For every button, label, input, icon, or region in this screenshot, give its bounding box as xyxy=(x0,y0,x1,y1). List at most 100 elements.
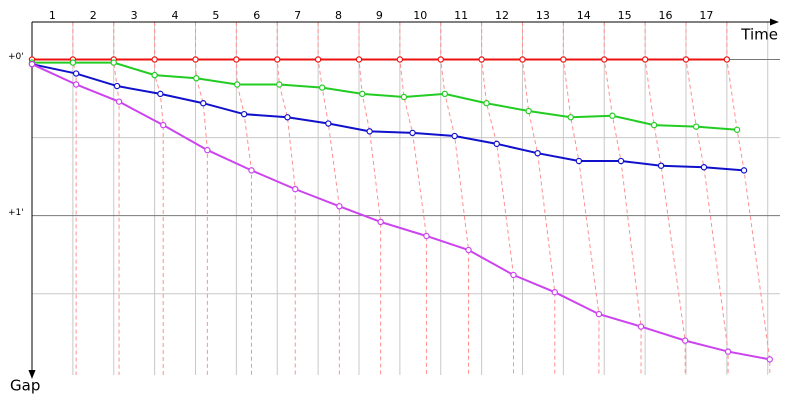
data-point xyxy=(409,129,416,137)
series-line xyxy=(31,63,770,361)
lap-connector xyxy=(521,22,556,375)
lap-connector xyxy=(481,22,514,375)
data-point xyxy=(233,81,241,88)
x-tick-label: 3 xyxy=(131,9,138,22)
data-point xyxy=(377,218,384,226)
data-point xyxy=(637,323,645,330)
x-tick-label: 9 xyxy=(376,9,383,22)
y-axis-label: Gap xyxy=(10,377,40,395)
lap-connector xyxy=(603,22,642,375)
data-point xyxy=(525,107,532,115)
data-point xyxy=(609,112,616,119)
data-point xyxy=(28,60,36,68)
data-point xyxy=(276,81,283,88)
data-point xyxy=(336,203,343,210)
data-point xyxy=(110,59,117,66)
data-point xyxy=(192,56,199,63)
lap-connector xyxy=(72,22,77,375)
lap-connector xyxy=(644,22,686,375)
x-tick-label: 17 xyxy=(699,9,713,22)
data-point xyxy=(72,81,80,88)
x-tick-label: 14 xyxy=(577,9,591,22)
data-point xyxy=(641,56,649,63)
x-tick-label: 1 xyxy=(49,9,56,22)
data-point xyxy=(682,56,690,63)
data-point xyxy=(233,56,240,63)
data-point xyxy=(157,90,164,98)
data-point xyxy=(483,100,490,107)
lap-connector xyxy=(194,22,208,375)
data-point xyxy=(740,167,748,174)
x-tick-label: 10 xyxy=(413,9,427,22)
data-point xyxy=(72,70,80,77)
lap-connector xyxy=(154,22,164,375)
lap-connector xyxy=(685,22,729,375)
data-point xyxy=(115,98,123,105)
data-point xyxy=(248,167,255,174)
data-point xyxy=(240,110,248,118)
data-point xyxy=(733,126,741,133)
lap-connector xyxy=(726,22,771,375)
lap-connector xyxy=(317,22,340,375)
data-point xyxy=(724,348,732,355)
data-point xyxy=(113,82,121,90)
data-point xyxy=(319,84,326,91)
data-point xyxy=(200,100,207,107)
data-point xyxy=(193,75,200,82)
lap-connector xyxy=(113,22,120,375)
series-line xyxy=(32,61,738,131)
data-point xyxy=(441,90,449,98)
lap-connector xyxy=(440,22,470,375)
data-point xyxy=(400,93,408,101)
data-point xyxy=(650,121,658,129)
series-line xyxy=(31,63,745,172)
data-point xyxy=(314,56,322,63)
y-tick-label: +0' xyxy=(8,52,24,62)
x-tick-label: 7 xyxy=(294,9,301,22)
x-tick-label: 6 xyxy=(253,9,260,22)
data-point xyxy=(160,121,167,129)
data-point xyxy=(478,56,485,63)
lap-connector xyxy=(562,22,600,375)
y-tick-label: +1' xyxy=(8,208,24,218)
data-point xyxy=(534,150,541,157)
x-tick-label: 4 xyxy=(172,9,179,22)
data-point xyxy=(723,56,731,63)
data-point xyxy=(617,157,625,165)
x-tick-label: 5 xyxy=(212,9,219,22)
data-point xyxy=(151,56,158,63)
x-tick-label: 2 xyxy=(90,9,97,22)
x-tick-label: 15 xyxy=(618,9,632,22)
x-tick-label: 16 xyxy=(659,9,673,22)
lap-connector xyxy=(235,22,252,375)
data-point xyxy=(657,162,665,169)
x-tick-label: 13 xyxy=(536,9,550,22)
data-point xyxy=(366,128,373,135)
data-point xyxy=(359,90,366,98)
data-point xyxy=(510,271,517,279)
data-point xyxy=(325,120,332,127)
data-point xyxy=(575,157,583,165)
data-point xyxy=(284,114,291,121)
data-point xyxy=(437,56,444,63)
plot-area xyxy=(28,56,773,363)
data-point xyxy=(493,140,500,148)
data-point xyxy=(560,56,567,63)
lap-connector xyxy=(358,22,382,375)
data-point xyxy=(465,246,472,254)
data-point xyxy=(766,356,773,363)
data-point xyxy=(601,56,608,63)
data-point xyxy=(519,56,526,63)
data-point xyxy=(700,164,708,171)
data-point xyxy=(396,56,404,63)
data-point xyxy=(274,56,281,63)
lap-connectors xyxy=(31,22,771,375)
data-point xyxy=(567,114,574,121)
grid xyxy=(32,22,780,375)
lap-connector xyxy=(399,22,427,375)
data-point xyxy=(595,310,603,318)
data-point xyxy=(355,56,363,63)
data-point xyxy=(204,146,211,154)
x-axis-label: Time xyxy=(740,26,778,44)
